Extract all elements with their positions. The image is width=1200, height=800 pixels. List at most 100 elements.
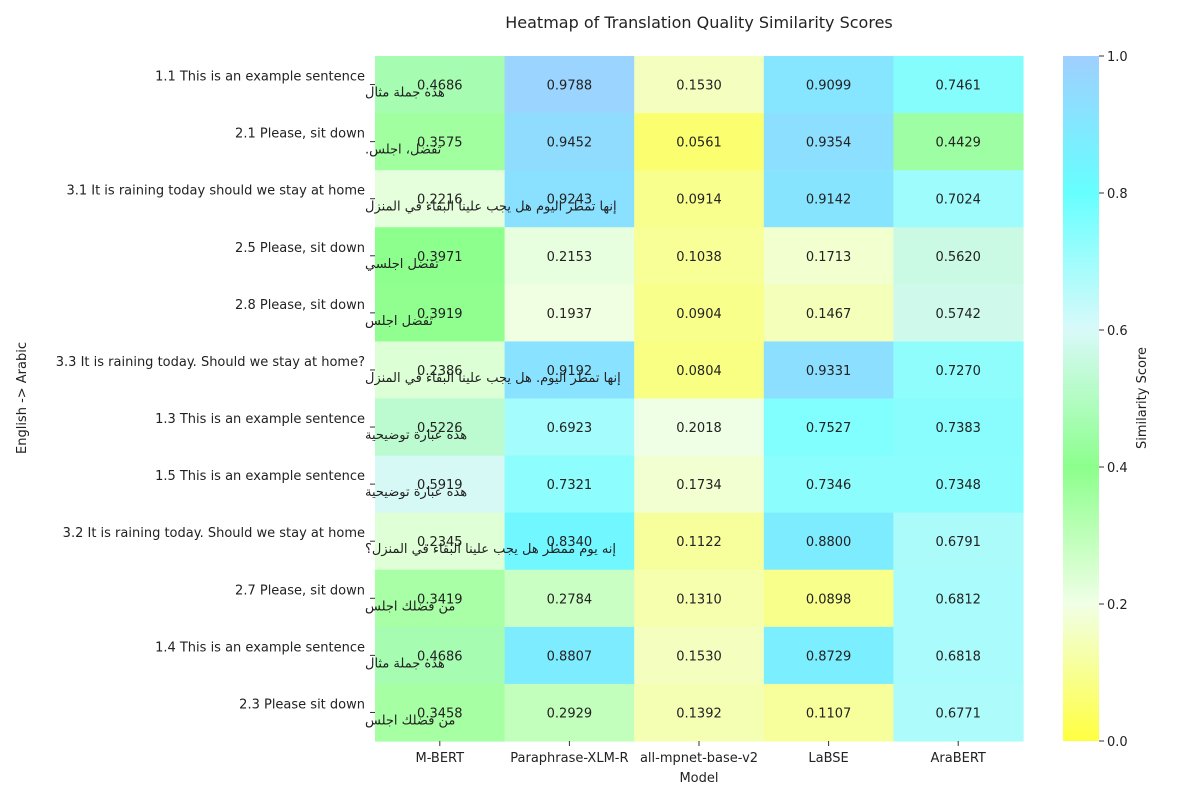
cell-value-label: 0.9192 [547,364,593,379]
heatmap-cell [375,455,506,514]
colorbar-tick-label: 0.6 [1107,324,1128,339]
cell-value-label: 0.8800 [806,535,852,550]
cell-value-label: 0.5620 [935,250,981,265]
heatmap-cell [634,170,765,228]
row-label-english: 1.5 This is an example sentence [155,469,365,484]
cell-value-label: 0.2153 [547,250,593,265]
cell-value-label: 0.3919 [417,307,463,322]
row-label-english: 2.1 Please, sit down [235,127,365,142]
heatmap-cell [763,569,894,628]
colorbar-ticks: 0.0 0.2 0.4 0.6 0.8 1.0 [1099,50,1128,750]
cell-value-label: 0.7383 [935,421,981,436]
cell-value-label: 0.0804 [676,364,722,379]
colorbar-tick-label: 0.4 [1107,461,1128,476]
cell-value-label: 0.1734 [676,478,722,493]
heatmap-cell [375,341,506,400]
cell-value-label: 0.9243 [547,193,593,208]
heatmap-cell [504,341,635,400]
cell-value-label: 0.0914 [676,193,722,208]
row-label-arabic: تفضل اجلسي [365,257,439,272]
cell-value-label: 0.9354 [806,136,852,151]
colorbar-tick-label: 0.2 [1107,598,1128,613]
heatmap-cell [893,56,1024,114]
heatmap-cell [763,170,894,228]
cell-value-label: 0.1713 [806,250,852,265]
heatmap-cell [634,398,765,457]
heatmap-cell [634,227,765,285]
row-label-english: 3.1 It is raining today should we stay a… [66,184,365,199]
cell-value-label: 0.1530 [676,649,722,664]
row-label-arabic: هذه عبارة توضيحية [365,428,467,443]
heatmap-cell [893,569,1024,628]
cell-value-label: 0.5226 [417,421,463,436]
cell-value-label: 0.2018 [676,421,722,436]
heatmap-cell [504,683,635,742]
cell-value-label: 0.6791 [935,535,981,550]
heatmap-cell [634,626,765,685]
heatmap-cell [763,113,894,171]
cell-value-label: 0.8340 [547,535,593,550]
cell-value-label: 0.3419 [417,592,463,607]
colorbar-label: Similarity Score [1135,347,1150,449]
row-label-english: 2.5 Please, sit down [235,241,365,256]
heatmap-cell [634,455,765,514]
cell-value-label: 0.6923 [547,421,593,436]
row-label-arabic: هذه جملة مثال [365,656,445,671]
heatmap-cell [893,170,1024,228]
cell-value-label: 0.7270 [935,364,981,379]
heatmap-cell [504,56,635,114]
heatmap-cell [634,284,765,343]
row-label-english: 2.3 Please sit down [239,697,365,712]
heatmap-cell [893,512,1024,571]
cell-value-label: 0.7461 [935,79,981,94]
cell-value-label: 0.9331 [806,364,852,379]
row-label-english: 1.3 This is an example sentence [155,412,365,427]
column-label: Paraphrase-XLM-R [510,751,628,766]
heatmap-cell [375,569,506,628]
cell-value-label: 0.6771 [935,706,981,721]
heatmap-cell [893,398,1024,457]
heatmap-cell [893,284,1024,343]
x-axis-label: Model [679,771,718,786]
heatmap-cell [504,626,635,685]
heatmap-cell [504,512,635,571]
cell-value-label: 0.6812 [935,592,981,607]
heatmap-cell [763,341,894,400]
row-label-english: 1.4 This is an example sentence [155,640,365,655]
column-labels: M-BERT Paraphrase-XLM-R all-mpnet-base-v2 L… [415,740,986,766]
cell-value-label: 0.7024 [935,193,981,208]
row-label-english: 1.1 This is an example sentence [155,70,365,85]
row-label-arabic: إنه يوم ممطر هل يجب علينا البقاء في المن… [365,542,616,557]
heatmap-cell [893,455,1024,514]
row-label-arabic: تفضل اجلس [365,314,433,329]
cell-value-label: 0.3458 [417,706,463,721]
heatmap-cell [634,113,765,171]
row-label-english: 3.2 It is raining today. Should we stay … [63,526,365,541]
row-label-english: 2.7 Please, sit down [235,583,365,598]
cell-value-label: 0.5742 [935,307,981,322]
row-label-arabic: هذه جملة مثال [365,86,445,101]
heatmap-cell [375,113,506,171]
row-label-arabic: إنها تمطر اليوم. هل يجب علينا البقاء في … [365,371,621,386]
heatmap-cell [634,56,765,114]
heatmap-cell [504,284,635,343]
cell-value-label: 0.7346 [806,478,852,493]
cell-value-label: 0.0898 [806,592,852,607]
heatmap-cell [634,683,765,742]
heatmap-cell [893,341,1024,400]
cell-value-label: 0.7527 [806,421,852,436]
heatmap-cell [763,455,894,514]
cell-value-label: 0.1310 [676,592,722,607]
row-label-english: 2.8 Please, sit down [235,298,365,313]
cell-value-label: 0.1937 [547,307,593,322]
row-label-arabic: من فضلك اجلس [365,713,455,728]
cell-value-label: 0.4429 [935,136,981,151]
heatmap-cell [893,113,1024,171]
heatmap-cell [634,341,765,400]
heatmap-cell [504,455,635,514]
heatmap-cell [375,512,506,571]
heatmap-cell [375,398,506,457]
cell-value-label: 0.9788 [547,79,593,94]
